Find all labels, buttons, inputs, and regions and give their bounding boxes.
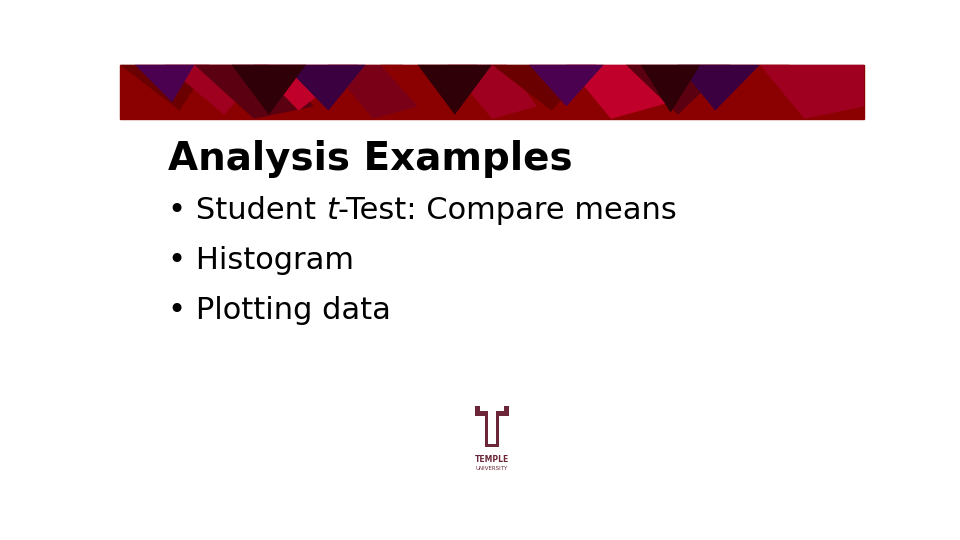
Bar — [489, 410, 495, 444]
Polygon shape — [529, 65, 604, 106]
Text: TEMPLE: TEMPLE — [475, 455, 509, 464]
Polygon shape — [380, 65, 477, 114]
Polygon shape — [194, 65, 313, 119]
Text: -Test: Compare means: -Test: Compare means — [338, 196, 677, 225]
Polygon shape — [492, 65, 596, 111]
Text: • Histogram: • Histogram — [168, 246, 354, 275]
Polygon shape — [165, 65, 269, 114]
Polygon shape — [328, 65, 432, 119]
Polygon shape — [120, 65, 209, 111]
Bar — [120, 65, 864, 119]
Polygon shape — [253, 65, 358, 111]
Bar — [475, 406, 509, 416]
Text: t: t — [326, 196, 338, 225]
Polygon shape — [641, 65, 701, 113]
Text: • Student: • Student — [168, 196, 326, 225]
Polygon shape — [566, 65, 670, 119]
Polygon shape — [447, 65, 537, 119]
Polygon shape — [760, 65, 864, 119]
Polygon shape — [418, 65, 492, 114]
Text: Analysis Examples: Analysis Examples — [168, 140, 573, 178]
Polygon shape — [284, 65, 366, 111]
Polygon shape — [134, 65, 194, 102]
Polygon shape — [231, 65, 306, 114]
Bar — [480, 406, 504, 411]
Bar — [486, 406, 498, 447]
Polygon shape — [678, 65, 760, 111]
Text: • Plotting data: • Plotting data — [168, 295, 392, 325]
Text: UNIVERSITY: UNIVERSITY — [476, 465, 508, 471]
Polygon shape — [626, 65, 730, 114]
Polygon shape — [701, 65, 789, 111]
